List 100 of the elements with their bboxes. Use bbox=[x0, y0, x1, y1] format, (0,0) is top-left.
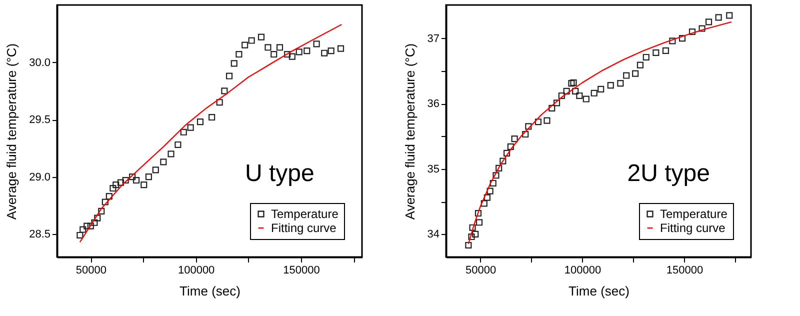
point bbox=[715, 14, 722, 21]
point bbox=[98, 208, 105, 214]
point bbox=[504, 150, 510, 156]
point bbox=[129, 174, 136, 180]
point bbox=[208, 114, 216, 121]
x-tick-label: 100000 bbox=[564, 264, 602, 276]
point bbox=[112, 182, 120, 188]
point bbox=[568, 80, 575, 87]
point bbox=[607, 82, 614, 89]
point bbox=[110, 184, 116, 192]
legend-label: Fitting curve bbox=[660, 221, 726, 235]
point bbox=[522, 130, 529, 138]
point bbox=[152, 166, 159, 174]
point bbox=[160, 158, 167, 166]
point bbox=[236, 50, 242, 58]
legend-label: Fitting curve bbox=[271, 221, 337, 235]
point bbox=[168, 150, 174, 158]
point bbox=[270, 50, 278, 58]
point bbox=[94, 214, 101, 222]
point bbox=[321, 50, 328, 56]
point bbox=[636, 62, 644, 68]
point bbox=[576, 92, 583, 100]
y-tick-label: 30.0 bbox=[29, 56, 50, 69]
point bbox=[553, 100, 560, 106]
point bbox=[558, 92, 565, 100]
point bbox=[726, 12, 733, 19]
point bbox=[221, 88, 228, 94]
point bbox=[492, 172, 500, 179]
x-axis-title: Time (sec) bbox=[180, 284, 240, 298]
x-tick-label: 150000 bbox=[666, 264, 704, 276]
point bbox=[669, 38, 676, 44]
point bbox=[511, 136, 518, 142]
point bbox=[187, 124, 194, 131]
point bbox=[469, 224, 476, 231]
point bbox=[145, 174, 152, 180]
point bbox=[642, 54, 650, 61]
point bbox=[582, 96, 590, 102]
point bbox=[698, 25, 706, 32]
point bbox=[140, 182, 148, 188]
point bbox=[652, 49, 660, 56]
point bbox=[216, 99, 223, 106]
point bbox=[133, 176, 140, 184]
y-tick-label: 37 bbox=[427, 32, 440, 45]
point bbox=[632, 70, 639, 77]
point bbox=[264, 44, 272, 51]
y-axis-title: Average fluid temperature (°C) bbox=[402, 43, 418, 220]
point bbox=[226, 72, 233, 80]
point bbox=[117, 179, 124, 186]
y-tick-label: 29.5 bbox=[29, 114, 50, 126]
y-tick-label: 34 bbox=[427, 228, 440, 241]
point bbox=[662, 47, 670, 54]
point bbox=[102, 198, 108, 206]
legend-label: Temperature bbox=[660, 207, 728, 221]
point bbox=[468, 233, 475, 240]
point bbox=[288, 53, 296, 60]
point bbox=[84, 222, 90, 230]
y-axis-title: Average fluid temperature (°C) bbox=[4, 43, 20, 220]
x-tick-label: 50000 bbox=[465, 264, 496, 276]
point bbox=[91, 219, 98, 226]
y-tick-label: 29.0 bbox=[29, 171, 50, 184]
point bbox=[258, 34, 265, 40]
point bbox=[484, 194, 490, 201]
point bbox=[563, 88, 570, 94]
point bbox=[174, 141, 182, 148]
x-tick-label: 100000 bbox=[178, 264, 215, 276]
point bbox=[598, 86, 604, 93]
point bbox=[304, 48, 310, 54]
point bbox=[507, 143, 514, 150]
point bbox=[496, 164, 502, 172]
point bbox=[688, 28, 696, 36]
point bbox=[122, 176, 129, 184]
point bbox=[548, 104, 556, 112]
point bbox=[570, 79, 577, 86]
point bbox=[623, 72, 630, 79]
point bbox=[196, 118, 204, 126]
point bbox=[80, 226, 86, 233]
point bbox=[76, 232, 84, 239]
line-series bbox=[79, 24, 342, 243]
point bbox=[486, 188, 494, 194]
point bbox=[474, 210, 482, 217]
point bbox=[248, 37, 255, 44]
x-axis-title: Time (sec) bbox=[568, 284, 630, 298]
point bbox=[544, 117, 550, 124]
y-tick-label: 36 bbox=[427, 98, 440, 110]
point bbox=[500, 158, 506, 164]
annotation: 2U type bbox=[627, 160, 710, 187]
point bbox=[476, 219, 483, 226]
point bbox=[230, 60, 238, 67]
x-tick-label: 150000 bbox=[283, 264, 320, 276]
point bbox=[480, 200, 488, 207]
point bbox=[106, 193, 112, 200]
point bbox=[572, 88, 579, 94]
legend-label: Temperature bbox=[271, 207, 339, 221]
point bbox=[284, 50, 291, 58]
y-tick-label: 28.5 bbox=[29, 228, 50, 241]
point bbox=[705, 18, 712, 26]
point bbox=[590, 90, 598, 96]
point bbox=[525, 123, 532, 130]
point bbox=[617, 80, 624, 87]
annotation: U type bbox=[244, 160, 314, 187]
